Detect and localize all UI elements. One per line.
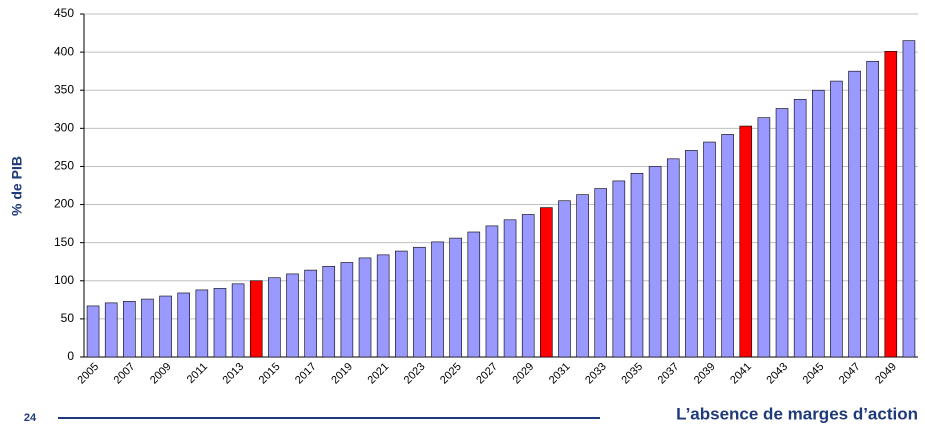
bar bbox=[848, 70, 861, 358]
bar bbox=[104, 302, 118, 358]
bar bbox=[902, 40, 916, 358]
bar bbox=[195, 289, 209, 358]
bar bbox=[648, 166, 662, 358]
x-tick-label: 2019 bbox=[329, 361, 355, 387]
bar bbox=[286, 273, 299, 358]
x-tick-label: 2041 bbox=[728, 361, 754, 387]
y-tick-label: 200 bbox=[54, 197, 74, 211]
bar bbox=[268, 277, 281, 358]
bar bbox=[376, 254, 390, 358]
bar bbox=[703, 141, 716, 358]
bar bbox=[159, 295, 172, 358]
bar bbox=[866, 60, 879, 358]
bar bbox=[775, 108, 789, 358]
y-tick-label: 450 bbox=[54, 6, 74, 20]
bar bbox=[86, 305, 100, 358]
bar bbox=[739, 125, 753, 358]
x-tick-label: 2023 bbox=[402, 361, 428, 387]
x-tick-label: 2049 bbox=[873, 361, 899, 387]
bar bbox=[757, 117, 771, 358]
bar bbox=[594, 188, 608, 358]
bar bbox=[666, 158, 680, 358]
bar bbox=[811, 89, 825, 358]
x-tick-label: 2029 bbox=[511, 361, 537, 387]
x-tick-label: 2045 bbox=[801, 361, 827, 387]
y-tick-label: 400 bbox=[54, 44, 74, 58]
x-tick-label: 2015 bbox=[257, 361, 283, 387]
bar bbox=[449, 237, 462, 358]
x-tick-label: 2037 bbox=[656, 361, 682, 387]
bar bbox=[322, 265, 336, 358]
bar bbox=[485, 225, 499, 358]
x-tick-label: 2025 bbox=[438, 361, 464, 387]
bar bbox=[123, 301, 136, 358]
bar bbox=[467, 231, 481, 358]
bar bbox=[394, 250, 408, 358]
x-tick-label: 2009 bbox=[148, 361, 174, 387]
x-tick-label: 2017 bbox=[293, 361, 319, 387]
bar bbox=[540, 207, 553, 358]
bar bbox=[793, 99, 807, 358]
y-tick-label: 250 bbox=[54, 159, 74, 173]
bar bbox=[340, 262, 354, 358]
bar bbox=[521, 214, 535, 358]
bar bbox=[612, 180, 626, 358]
bar bbox=[141, 298, 154, 358]
y-tick-label: 50 bbox=[61, 311, 75, 325]
bar bbox=[630, 173, 644, 358]
bar bbox=[231, 283, 245, 358]
bar bbox=[576, 194, 589, 358]
x-tick-label: 2033 bbox=[583, 361, 609, 387]
x-tick-label: 2031 bbox=[547, 361, 573, 387]
y-axis-label: % de PIB bbox=[9, 156, 25, 216]
footer-text: L’absence de marges d’action bbox=[676, 404, 918, 423]
x-tick-label: 2013 bbox=[220, 361, 246, 387]
y-tick-label: 100 bbox=[54, 273, 74, 287]
bar bbox=[213, 288, 227, 358]
x-tick-label: 2027 bbox=[474, 361, 500, 387]
bar bbox=[304, 269, 317, 358]
bar bbox=[884, 51, 898, 358]
bar bbox=[249, 280, 263, 358]
y-tick-label: 150 bbox=[54, 235, 74, 249]
bar bbox=[177, 292, 191, 358]
bar bbox=[503, 219, 517, 358]
bar bbox=[431, 241, 444, 358]
x-tick-label: 2043 bbox=[764, 361, 790, 387]
bar bbox=[558, 200, 571, 358]
x-tick-label: 2047 bbox=[837, 361, 863, 387]
x-tick-label: 2035 bbox=[619, 361, 645, 387]
y-tick-label: 0 bbox=[67, 349, 74, 363]
bar bbox=[721, 134, 734, 358]
x-tick-label: 2021 bbox=[366, 361, 392, 387]
bar bbox=[830, 80, 843, 358]
x-tick-label: 2039 bbox=[692, 361, 718, 387]
bar bbox=[685, 150, 698, 358]
y-tick-label: 350 bbox=[54, 82, 74, 96]
page-number: 24 bbox=[24, 412, 37, 424]
bar bbox=[358, 257, 372, 358]
bar bbox=[413, 246, 426, 358]
x-tick-label: 2005 bbox=[75, 361, 101, 387]
x-tick-label: 2011 bbox=[185, 361, 210, 386]
y-tick-label: 300 bbox=[54, 121, 74, 135]
x-tick-label: 2007 bbox=[112, 361, 138, 387]
